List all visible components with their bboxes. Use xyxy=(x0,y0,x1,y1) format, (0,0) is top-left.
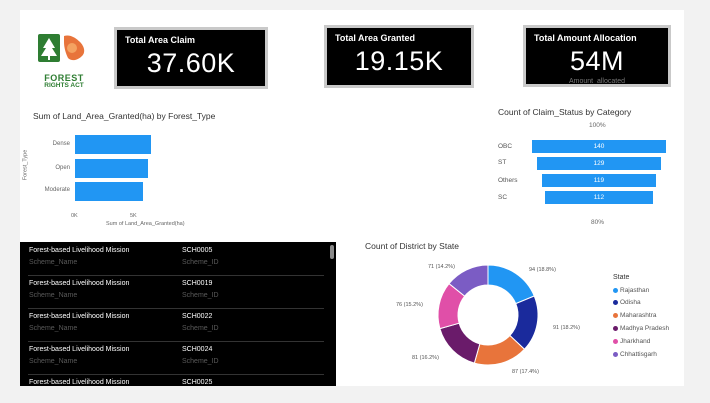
funnel-bar[interactable]: 129 xyxy=(537,157,661,170)
scheme-id-label: Scheme_ID xyxy=(182,358,219,365)
legend-dot xyxy=(613,351,618,357)
bar-category-label: Moderate xyxy=(44,187,70,193)
legend-dot xyxy=(613,299,618,305)
legend-label: Maharashtra xyxy=(620,312,657,319)
bar-chart-title: Sum of Land_Area_Granted(ha) by Forest_T… xyxy=(33,111,216,121)
funnel-value: 129 xyxy=(593,160,605,167)
row-divider xyxy=(28,374,324,375)
bar-chart-xlabel: Sum of Land_Area_Granted(ha) xyxy=(106,221,185,227)
card-value: 54M xyxy=(569,46,625,76)
scheme-id-label: Scheme_ID xyxy=(182,259,219,266)
scheme-name: Forest-based Livelihood Mission xyxy=(29,313,130,320)
funnel-bottom-label: 80% xyxy=(591,219,605,226)
card-value: 19.15K xyxy=(354,46,444,76)
donut-data-label: 76 (15.2%) xyxy=(396,302,423,308)
logo-line2: RIGHTS ACT xyxy=(44,82,84,89)
row-divider xyxy=(28,275,324,276)
donut-data-label: 94 (18.8%) xyxy=(529,267,556,273)
funnel-value: 140 xyxy=(593,143,605,150)
legend-label: Odisha xyxy=(620,299,641,306)
card-title: Total Area Granted xyxy=(335,33,416,43)
legend-item[interactable]: Rajasthan xyxy=(613,287,649,294)
logo-line1: FOREST xyxy=(44,73,84,83)
scheme-name-label: Scheme_Name xyxy=(29,358,78,365)
funnel-category-label: Others xyxy=(498,177,518,184)
funnel-value: 112 xyxy=(593,194,605,201)
row-divider xyxy=(28,308,324,309)
legend-item[interactable]: Jharkhand xyxy=(613,338,650,345)
card-value: 37.60K xyxy=(146,48,236,78)
bar-category-label: Open xyxy=(55,165,70,171)
kpi-card-area-claim[interactable]: Total Area Claim 37.60K xyxy=(114,27,268,89)
funnel-chart-title: Count of Claim_Status by Category xyxy=(498,107,632,117)
legend-item[interactable]: Madhya Pradesh xyxy=(613,325,669,332)
scheme-name-label: Scheme_Name xyxy=(29,259,78,266)
funnel-bar[interactable]: 112 xyxy=(545,191,653,204)
table-row[interactable]: Forest-based Livelihood Mission SCH0019 … xyxy=(20,275,332,308)
scheme-name: Forest-based Livelihood Mission xyxy=(29,346,130,353)
table-row[interactable]: Forest-based Livelihood Mission SCH0024 … xyxy=(20,341,332,374)
scheme-name: Forest-based Livelihood Mission xyxy=(29,247,130,254)
card-title: Total Amount Allocation xyxy=(534,33,637,43)
funnel-top-label: 100% xyxy=(589,122,606,129)
table-row[interactable]: Forest-based Livelihood Mission SCH0025 … xyxy=(20,374,332,386)
scheme-name: Forest-based Livelihood Mission xyxy=(29,379,130,386)
x-tick-label: 0K xyxy=(71,213,78,219)
scheme-name-label: Scheme_Name xyxy=(29,325,78,332)
scheme-id-label: Scheme_ID xyxy=(182,325,219,332)
legend-label: Rajasthan xyxy=(620,287,650,294)
scheme-name: Forest-based Livelihood Mission xyxy=(29,280,130,287)
bar-category-label: Dense xyxy=(52,141,70,147)
donut-data-label: 81 (16.2%) xyxy=(412,355,439,361)
funnel-category-label: SC xyxy=(498,194,508,201)
kpi-card-area-granted[interactable]: Total Area Granted 19.15K xyxy=(324,25,474,88)
x-tick-label: 5K xyxy=(130,213,137,219)
scheme-name-label: Scheme_Name xyxy=(29,292,78,299)
funnel-bar[interactable]: 140 xyxy=(532,140,666,153)
scheme-id: SCH0024 xyxy=(182,346,213,353)
kpi-card-amount-allocation[interactable]: Total Amount Allocation 54M Amount_alloc… xyxy=(523,25,671,87)
funnel-bar[interactable]: 119 xyxy=(542,174,656,187)
donut-data-label: 71 (14.2%) xyxy=(428,264,455,270)
legend-title: State xyxy=(613,274,630,281)
legend-item[interactable]: Maharashtra xyxy=(613,312,657,319)
legend-dot xyxy=(613,287,618,293)
bar-chart-ylabel: Forest_Type xyxy=(22,149,29,181)
donut-chart-title: Count of District by State xyxy=(365,241,460,251)
table-scrollbar[interactable] xyxy=(330,245,334,259)
donut-data-label: 87 (17.4%) xyxy=(512,369,539,375)
logo-text: FOREST RIGHTS ACT xyxy=(36,74,92,90)
scheme-id: SCH0022 xyxy=(182,313,213,320)
table-row[interactable]: Forest-based Livelihood Mission SCH0022 … xyxy=(20,308,332,341)
funnel-value: 119 xyxy=(593,177,605,184)
legend-dot xyxy=(613,325,618,331)
row-divider xyxy=(28,341,324,342)
legend-item[interactable]: Chhattisgarh xyxy=(613,351,657,358)
legend-label: Jharkhand xyxy=(620,338,651,345)
forest-rights-logo xyxy=(38,34,85,62)
scheme-id-label: Scheme_ID xyxy=(182,292,219,299)
scheme-table[interactable]: Forest-based Livelihood Mission SCH0005 … xyxy=(20,242,336,386)
legend-dot xyxy=(613,312,618,318)
forest-bar[interactable] xyxy=(75,135,151,154)
scheme-id: SCH0025 xyxy=(182,379,213,386)
donut-data-label: 91 (18.2%) xyxy=(553,325,580,331)
legend-label: Chhattisgarh xyxy=(620,351,657,358)
legend-item[interactable]: Odisha xyxy=(613,299,641,306)
scheme-id: SCH0005 xyxy=(182,247,213,254)
legend-label: Madhya Pradesh xyxy=(620,325,670,332)
funnel-category-label: ST xyxy=(498,159,507,166)
scheme-id: SCH0019 xyxy=(182,280,213,287)
card-title: Total Area Claim xyxy=(125,35,196,45)
table-row[interactable]: Forest-based Livelihood Mission SCH0005 … xyxy=(20,242,332,275)
legend-dot xyxy=(613,338,618,344)
funnel-category-label: OBC xyxy=(498,143,513,150)
forest-bar[interactable] xyxy=(75,182,143,201)
card-subtitle: Amount_allocated xyxy=(568,78,626,85)
forest-bar[interactable] xyxy=(75,159,148,178)
